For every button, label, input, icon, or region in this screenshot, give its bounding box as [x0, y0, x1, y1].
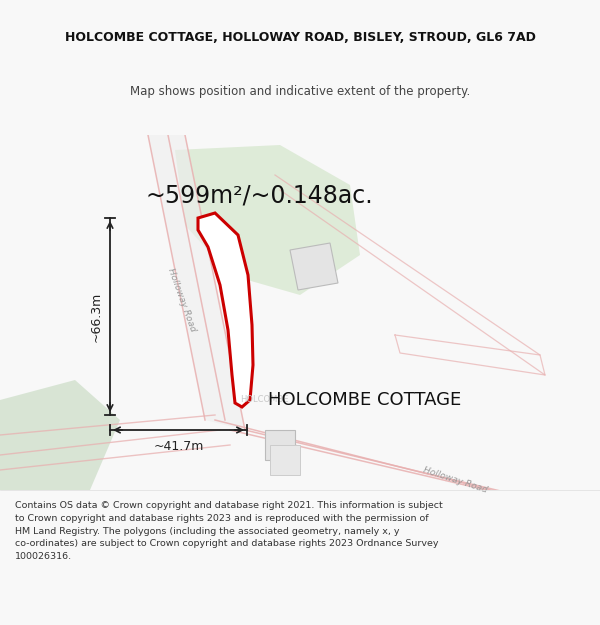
Text: HOLCOMBE COTTAGE, HOLLOWAY ROAD, BISLEY, STROUD, GL6 7AD: HOLCOMBE COTTAGE, HOLLOWAY ROAD, BISLEY,…	[65, 31, 535, 44]
Polygon shape	[0, 380, 120, 490]
Polygon shape	[198, 213, 253, 407]
Polygon shape	[290, 243, 338, 290]
Polygon shape	[270, 445, 300, 475]
Text: HOLCOMBE COTTAGE: HOLCOMBE COTTAGE	[268, 391, 461, 409]
Text: Holloway Road: Holloway Road	[422, 466, 488, 494]
Polygon shape	[175, 145, 360, 295]
Polygon shape	[148, 135, 245, 430]
Polygon shape	[265, 430, 295, 460]
Text: HOLCOMBE: HOLCOMBE	[240, 394, 289, 404]
Text: Contains OS data © Crown copyright and database right 2021. This information is : Contains OS data © Crown copyright and d…	[15, 501, 443, 561]
Text: Holloway Road: Holloway Road	[166, 267, 197, 333]
Text: ~41.7m: ~41.7m	[154, 439, 203, 452]
Text: ~599m²/~0.148ac.: ~599m²/~0.148ac.	[145, 183, 373, 207]
Text: Map shows position and indicative extent of the property.: Map shows position and indicative extent…	[130, 85, 470, 98]
Text: ~66.3m: ~66.3m	[89, 291, 103, 342]
